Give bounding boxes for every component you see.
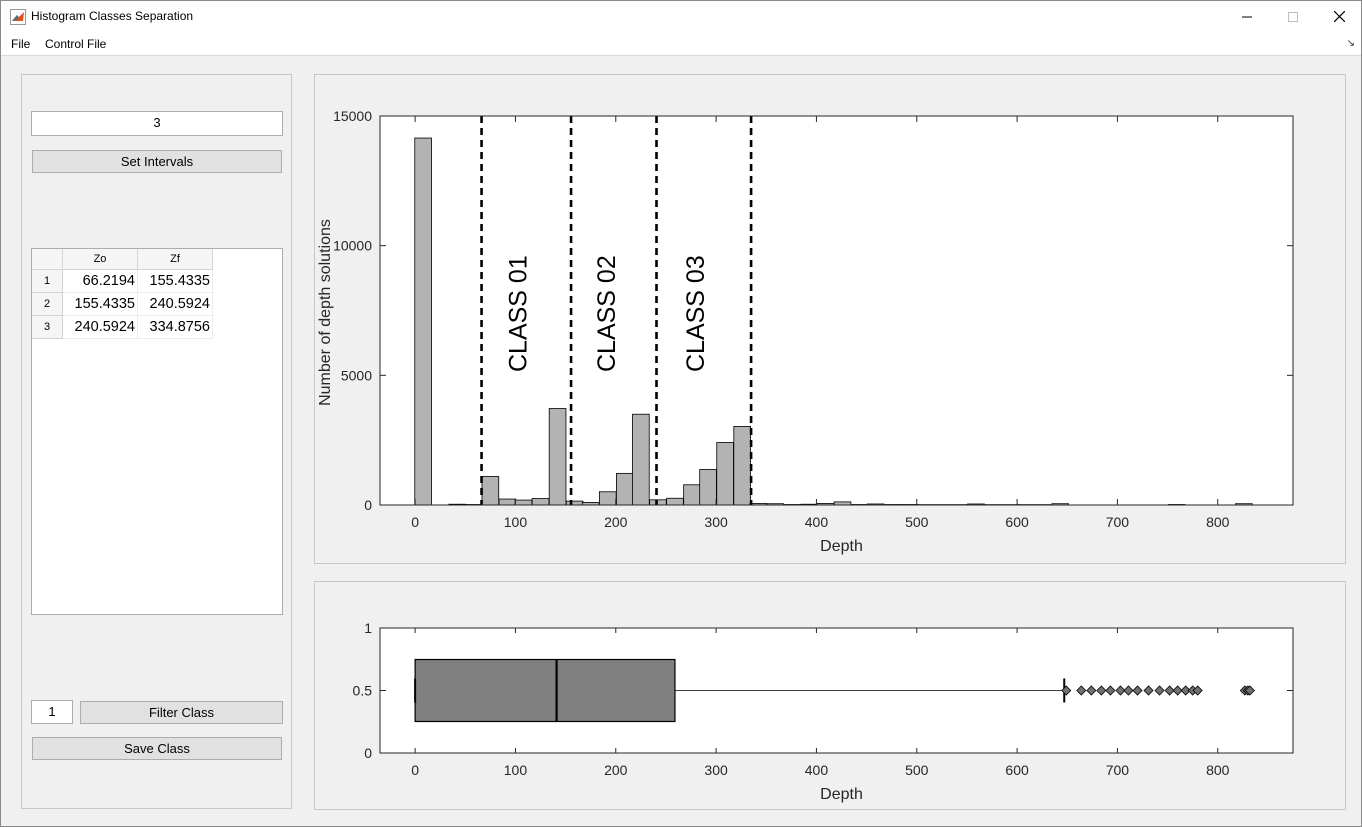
histogram-bar-6: [514, 499, 533, 506]
column-header-zf[interactable]: Zf: [138, 249, 213, 270]
iqr-box: [414, 658, 676, 723]
histogram-bar-13: [632, 413, 650, 506]
outlier-point-8: [1132, 685, 1143, 696]
boxplot-chart: 0 100 200 300 400 500 600 700 800 0 0.5 1 Depth: [353, 620, 1294, 803]
outlier-point-3: [1086, 685, 1097, 696]
table-cell-zf-1[interactable]: 155.4335: [138, 270, 213, 293]
histogram-bar-11: [598, 491, 617, 506]
plot-area: [380, 116, 1293, 505]
histogram-bar-17: [699, 469, 717, 506]
y-tick-label-5000: 5000: [341, 367, 372, 383]
y-tick-label-1: 1: [364, 620, 372, 636]
x-tick-label-300: 300: [704, 762, 728, 778]
minimize-button[interactable]: [1224, 1, 1270, 32]
menu-control-file[interactable]: Control File: [45, 37, 107, 51]
minimize-icon: [1242, 16, 1252, 17]
x-tick-label-100: 100: [504, 762, 528, 778]
set-intervals-button[interactable]: Set Intervals: [32, 150, 282, 173]
histogram-bar-15: [666, 497, 684, 506]
x-tick-label-100: 100: [504, 514, 528, 530]
intervals-table: Zo Zf 1 66.2194 155.4335 2 155.4335 240.…: [31, 248, 283, 615]
histogram-bar-5: [498, 498, 517, 506]
histogram-panel: CLASS 01 CLASS 02 CLASS 03 0 100 200 300 400 500…: [314, 74, 1346, 564]
x-tick-label-0: 0: [411, 514, 419, 530]
x-tick-label-300: 300: [704, 514, 728, 530]
histogram-bar-8: [548, 408, 567, 506]
outlier-point-18: [1244, 685, 1255, 696]
x-axis-label: Depth: [820, 538, 863, 555]
x-tick-label-0: 0: [411, 762, 419, 778]
save-class-button[interactable]: Save Class: [32, 737, 282, 760]
x-tick-label-600: 600: [1005, 514, 1029, 530]
filter-class-button[interactable]: Filter Class: [80, 701, 283, 724]
filter-class-input[interactable]: 1: [31, 700, 73, 724]
row-header-2: 2: [32, 293, 63, 316]
close-button[interactable]: [1316, 1, 1362, 32]
menu-file[interactable]: File: [11, 37, 31, 51]
table-cell-zf-3[interactable]: 334.8756: [138, 316, 213, 339]
y-axis-label: Number of depth solutions: [317, 219, 334, 406]
x-tick-label-200: 200: [604, 514, 628, 530]
x-tick-label-500: 500: [905, 514, 929, 530]
outlier-point-5: [1105, 685, 1116, 696]
table-corner: [32, 249, 63, 270]
outlier-point-10: [1154, 685, 1165, 696]
x-tick-label-400: 400: [805, 514, 829, 530]
y-tick-label-0.5: 0.5: [353, 683, 373, 699]
histogram-bar-19: [733, 426, 751, 506]
x-tick-label-800: 800: [1206, 514, 1230, 530]
histogram-bar-4: [481, 476, 500, 506]
x-tick-label-200: 200: [604, 762, 628, 778]
menu-bar: File Control File ↘: [1, 32, 1361, 56]
x-tick-label-800: 800: [1206, 762, 1230, 778]
class-label-1: CLASS 01: [504, 255, 532, 372]
y-tick-label-10000: 10000: [333, 238, 372, 254]
histogram-bar-18: [716, 442, 734, 506]
table-cell-zf-2[interactable]: 240.5924: [138, 293, 213, 316]
x-tick-label-700: 700: [1106, 762, 1130, 778]
y-tick-label-15000: 15000: [333, 108, 372, 124]
x-tick-label-600: 600: [1005, 762, 1029, 778]
title-bar: Histogram Classes Separation: [1, 1, 1361, 32]
histogram-bar-1: [414, 137, 432, 506]
matlab-logo-icon: [10, 9, 26, 25]
row-header-1: 1: [32, 270, 63, 293]
intervals-input[interactable]: 3: [31, 111, 283, 136]
x-axis-label: Depth: [820, 786, 863, 803]
outlier-point-9: [1143, 685, 1154, 696]
y-tick-label-0: 0: [364, 497, 372, 513]
histogram-chart: CLASS 01 CLASS 02 CLASS 03 0 100 200 300 400 500…: [317, 108, 1294, 555]
x-tick-label-500: 500: [905, 762, 929, 778]
table-cell-zo-1[interactable]: 66.2194: [63, 270, 138, 293]
outlier-point-1: [1061, 685, 1072, 696]
close-icon: [1333, 11, 1345, 22]
boxplot-panel: 0 100 200 300 400 500 600 700 800 0 0.5 1 Depth: [314, 581, 1346, 810]
class-label-3: CLASS 03: [682, 255, 710, 372]
row-header-3: 3: [32, 316, 63, 339]
window-title: Histogram Classes Separation: [31, 9, 194, 23]
histogram-bar-16: [683, 484, 701, 506]
histogram-bar-12: [616, 472, 634, 506]
table-cell-zo-2[interactable]: 155.4335: [63, 293, 138, 316]
dock-arrow-icon[interactable]: ↘: [1346, 38, 1355, 49]
y-tick-label-0: 0: [364, 745, 372, 761]
x-tick-label-400: 400: [805, 762, 829, 778]
histogram-bar-14: [649, 499, 667, 506]
x-tick-label-700: 700: [1106, 514, 1130, 530]
outlier-point-2: [1076, 685, 1087, 696]
axes-box: [379, 115, 1294, 506]
table-cell-zo-3[interactable]: 240.5924: [63, 316, 138, 339]
histogram-bar-9: [565, 500, 584, 506]
column-header-zo[interactable]: Zo: [63, 249, 138, 270]
maximize-button[interactable]: [1270, 1, 1316, 32]
outlier-point-15: [1192, 685, 1203, 696]
histogram-bar-7: [531, 498, 550, 506]
maximize-icon: [1288, 11, 1298, 22]
class-label-2: CLASS 02: [593, 255, 621, 372]
